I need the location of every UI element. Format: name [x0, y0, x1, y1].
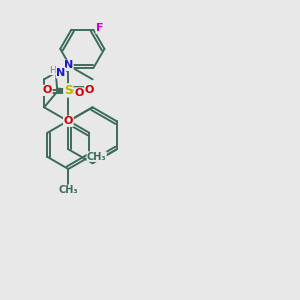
Text: S: S	[64, 84, 73, 97]
Text: H: H	[49, 66, 56, 75]
Text: N: N	[56, 68, 65, 78]
Text: CH₃: CH₃	[58, 185, 78, 195]
Text: O: O	[43, 85, 52, 95]
Text: O: O	[64, 116, 73, 126]
Text: O: O	[74, 88, 84, 98]
Text: F: F	[96, 23, 103, 33]
Text: O: O	[85, 85, 94, 95]
Text: N: N	[64, 60, 73, 70]
Text: CH₃: CH₃	[87, 152, 106, 162]
